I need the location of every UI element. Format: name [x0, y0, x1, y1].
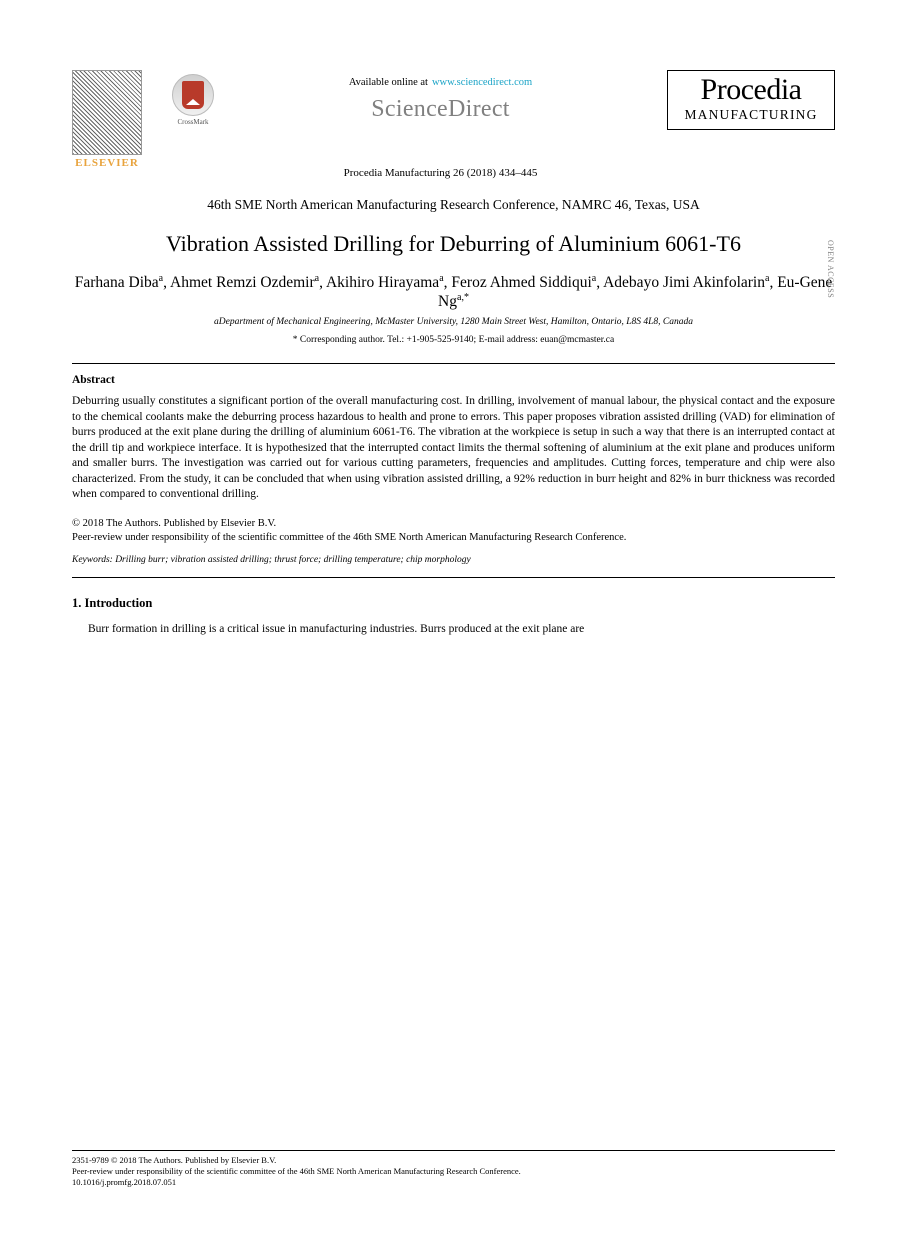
left-logos: ELSEVIER CrossMark [72, 70, 214, 169]
header-row: ELSEVIER CrossMark Available online at w… [72, 70, 835, 179]
sciencedirect-link[interactable]: www.sciencedirect.com [432, 77, 532, 88]
affiliation: aDepartment of Mechanical Engineering, M… [72, 317, 835, 327]
page-footer: 2351-9789 © 2018 The Authors. Published … [72, 1150, 835, 1188]
crossmark-label: CrossMark [177, 118, 208, 126]
procedia-subtitle: MANUFACTURING [674, 107, 828, 123]
open-access-badge: OPEN ACCESS [826, 240, 835, 298]
copyright-line-1: © 2018 The Authors. Published by Elsevie… [72, 517, 835, 531]
copyright-line-2: Peer-review under responsibility of the … [72, 531, 835, 545]
keywords-values: Drilling burr; vibration assisted drilli… [115, 555, 471, 565]
section-1-body: Burr formation in drilling is a critical… [72, 621, 835, 637]
journal-citation: Procedia Manufacturing 26 (2018) 434–445 [214, 167, 667, 179]
footer-peer-review: Peer-review under responsibility of the … [72, 1166, 835, 1177]
paper-title: Vibration Assisted Drilling for Deburrin… [72, 229, 835, 259]
crossmark-icon [172, 74, 214, 116]
section-1-heading: 1. Introduction [72, 596, 835, 611]
available-at-label: Available online at www.sciencedirect.co… [214, 72, 667, 90]
conference-name: 46th SME North American Manufacturing Re… [72, 197, 835, 213]
corresponding-author: * Corresponding author. Tel.: +1-905-525… [72, 335, 835, 345]
abstract-heading: Abstract [72, 374, 835, 386]
procedia-word: Procedia [674, 75, 828, 105]
abstract-body: Deburring usually constitutes a signific… [72, 394, 835, 503]
header-center: Available online at www.sciencedirect.co… [214, 70, 667, 179]
keywords-label: Keywords: [72, 555, 113, 565]
copyright-block: © 2018 The Authors. Published by Elsevie… [72, 517, 835, 545]
procedia-logo: Procedia MANUFACTURING [667, 70, 835, 130]
footer-divider [72, 1150, 835, 1151]
elsevier-label: ELSEVIER [75, 157, 139, 169]
footer-issn: 2351-9789 © 2018 The Authors. Published … [72, 1155, 835, 1166]
sciencedirect-wordmark: ScienceDirect [214, 96, 667, 123]
conference-block: 46th SME North American Manufacturing Re… [72, 197, 835, 213]
authors-list: Farhana Dibaa, Ahmet Remzi Ozdemira, Aki… [72, 273, 835, 311]
elsevier-tree-icon [72, 70, 142, 155]
elsevier-logo[interactable]: ELSEVIER [72, 70, 142, 169]
keywords-line: Keywords: Drilling burr; vibration assis… [72, 555, 835, 565]
footer-doi: 10.1016/j.promfg.2018.07.051 [72, 1177, 835, 1188]
divider [72, 577, 835, 578]
divider [72, 363, 835, 364]
crossmark-wrap[interactable]: CrossMark [172, 70, 214, 126]
